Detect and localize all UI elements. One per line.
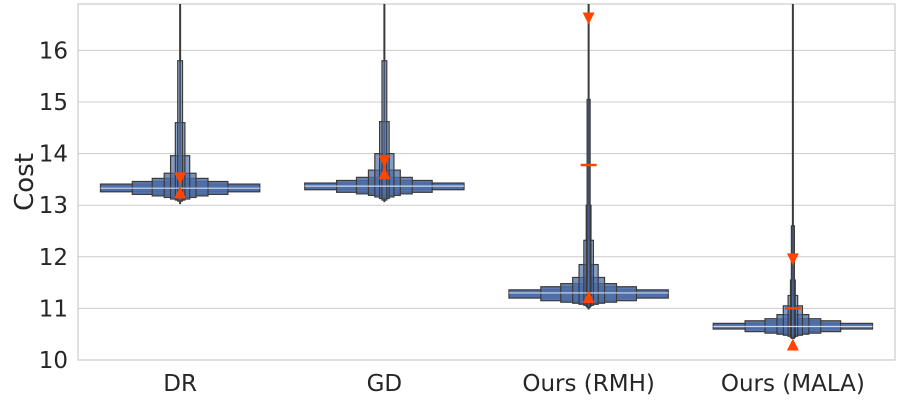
marker-triangle-down — [582, 12, 595, 25]
y-tick-label: 12 — [39, 245, 68, 271]
x-tick-label: Ours (RMH) — [522, 371, 655, 397]
marker-triangle-down — [378, 155, 391, 168]
x-tick-label: DR — [163, 371, 197, 397]
series-group — [712, 4, 874, 351]
boxen-box — [585, 204, 592, 307]
series-group — [99, 4, 261, 205]
y-tick-label: 13 — [39, 193, 68, 219]
y-axis-title: Cost — [10, 153, 40, 211]
y-tick-label: 14 — [39, 142, 68, 168]
marker-triangle-up — [174, 186, 187, 199]
y-tick-labels: 10 11 12 13 14 15 16 — [39, 38, 68, 374]
y-tick-label: 11 — [39, 296, 68, 322]
boxen-box — [381, 60, 388, 201]
marker-triangle-up — [786, 338, 799, 351]
series-group — [508, 4, 669, 310]
boxen-box — [177, 60, 184, 202]
y-tick-label: 16 — [39, 38, 68, 64]
marker-triangle-up — [582, 291, 595, 304]
x-tick-labels: DR GD Ours (RMH) Ours (MALA) — [163, 371, 865, 397]
y-tick-label: 15 — [39, 90, 68, 116]
series-group — [304, 4, 465, 203]
boxen-box — [790, 225, 795, 339]
y-tick-label: 10 — [39, 348, 68, 374]
plot-frame — [77, 3, 896, 361]
marker-triangle-up — [378, 167, 391, 180]
marker-triangle-down — [174, 172, 187, 185]
x-tick-label: GD — [367, 371, 403, 397]
marker-triangle-down — [786, 253, 799, 266]
grid-lines — [78, 49, 895, 361]
boxen-box — [586, 98, 591, 308]
x-tick-label: Ours (MALA) — [721, 371, 865, 397]
data-marks — [99, 4, 874, 351]
